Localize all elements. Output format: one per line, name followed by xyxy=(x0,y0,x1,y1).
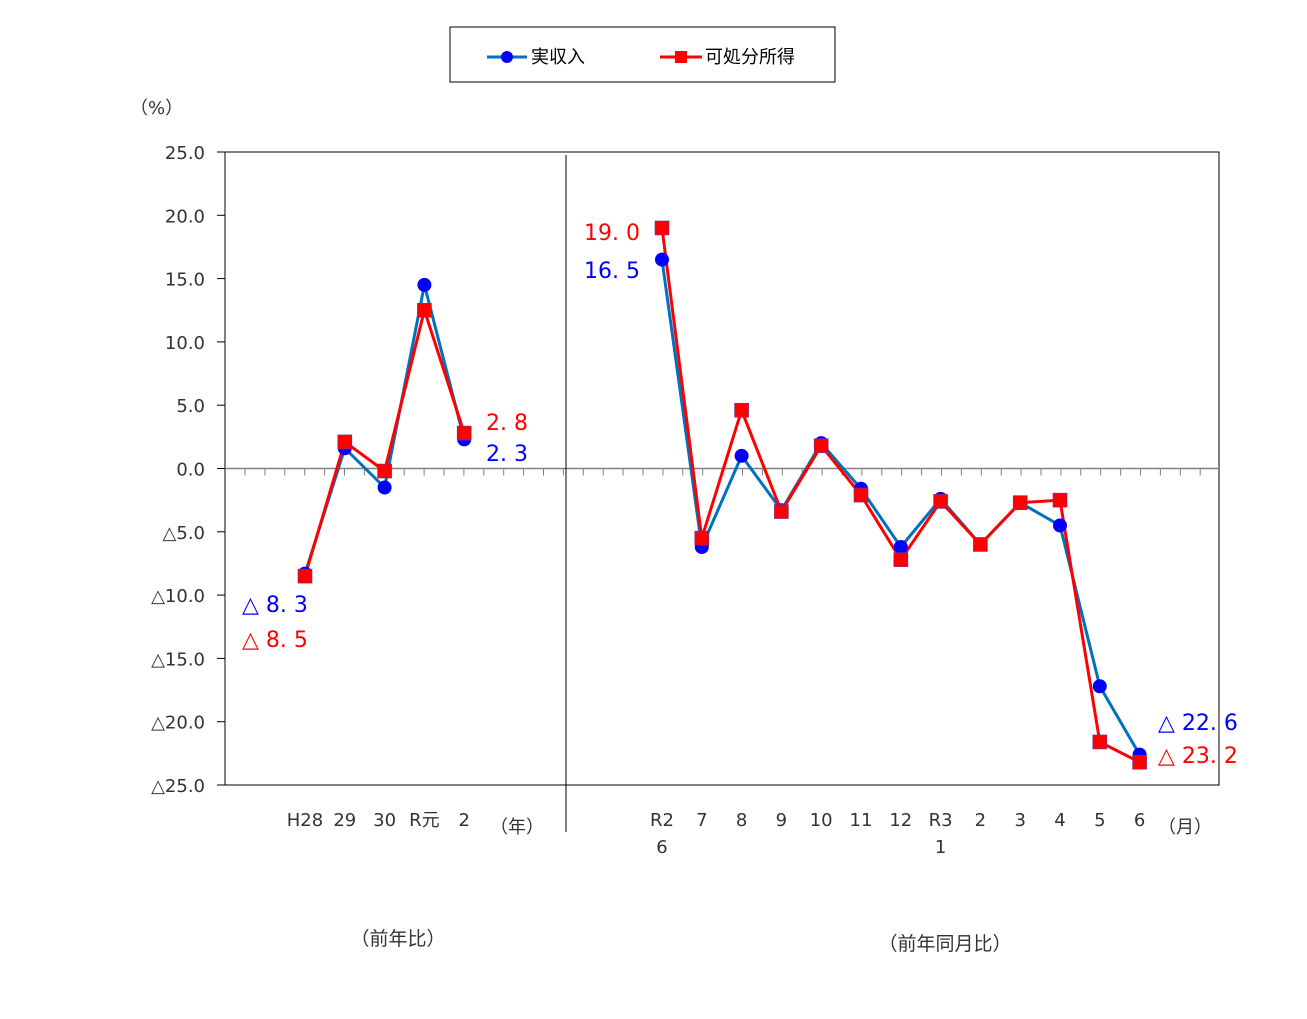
data-label: 16. 5 xyxy=(584,259,640,284)
data-point-income xyxy=(893,539,908,554)
x-tick-label: 2 xyxy=(458,810,469,831)
x-tick-label: 10 xyxy=(810,810,833,831)
x-axis-unit: （月） xyxy=(1158,817,1212,838)
y-tick-label: 5.0 xyxy=(176,396,205,417)
data-point-income xyxy=(1053,518,1067,533)
panel-caption: （前年比） xyxy=(350,928,445,950)
legend-label-disposable: 可処分所得 xyxy=(705,47,795,68)
x-tick-label: 4 xyxy=(1054,810,1065,831)
data-label: △ 23. 2 xyxy=(1158,744,1238,769)
x-tick-label: 8 xyxy=(736,810,747,831)
y-axis-unit: （%） xyxy=(130,98,183,119)
data-label: △ 22. 6 xyxy=(1158,711,1238,736)
y-tick-label: △15.0 xyxy=(151,649,205,670)
y-tick-label: 25.0 xyxy=(165,143,205,164)
data-point-disposable xyxy=(654,220,670,236)
data-point-disposable xyxy=(1052,492,1068,508)
x-tick-label: R2 xyxy=(650,810,674,831)
y-tick-label: 15.0 xyxy=(165,270,205,291)
x-tick-label: 3 xyxy=(1014,810,1025,831)
y-tick-label: 10.0 xyxy=(165,333,205,354)
data-point-disposable xyxy=(734,402,749,418)
data-point-disposable xyxy=(853,487,869,503)
data-point-disposable xyxy=(774,504,789,519)
data-label: △ 8. 5 xyxy=(242,628,308,653)
x-tick-label: 7 xyxy=(696,810,707,831)
data-point-income xyxy=(417,277,432,292)
y-tick-label: 0.0 xyxy=(176,460,205,481)
data-point-disposable xyxy=(694,530,710,546)
data-point-income xyxy=(377,480,392,495)
x-tick-label: R元 xyxy=(409,810,440,831)
data-point-disposable xyxy=(933,494,948,509)
x-tick-label: R3 xyxy=(929,810,953,831)
data-label: 2. 3 xyxy=(486,442,528,467)
data-point-disposable xyxy=(1132,754,1147,770)
y-tick-label: △5.0 xyxy=(163,523,205,544)
legend-marker-income xyxy=(501,51,513,63)
legend-marker-disposable xyxy=(675,51,687,63)
legend-label-income: 実収入 xyxy=(531,47,585,68)
y-tick-label: △25.0 xyxy=(151,776,205,797)
x-tick-label: 6 xyxy=(1134,810,1145,831)
data-point-disposable xyxy=(1012,495,1028,510)
series-line-income xyxy=(303,284,466,575)
data-point-disposable xyxy=(297,568,313,584)
x-tick-sublabel: 6 xyxy=(656,837,667,858)
x-tick-label: 30 xyxy=(373,810,396,831)
data-label: △ 8. 3 xyxy=(242,593,308,618)
data-point-disposable xyxy=(1092,734,1108,750)
data-point-disposable xyxy=(813,438,829,454)
x-tick-label: 2 xyxy=(975,810,986,831)
data-label: 2. 8 xyxy=(486,411,528,436)
x-tick-label: 11 xyxy=(850,810,873,831)
data-point-disposable xyxy=(417,302,432,318)
series-line-income xyxy=(660,259,1141,756)
data-point-disposable xyxy=(337,434,353,450)
x-tick-sublabel: 1 xyxy=(935,837,946,858)
legend-box xyxy=(449,26,836,83)
x-axis-unit: （年） xyxy=(490,817,544,838)
y-tick-label: △10.0 xyxy=(151,586,205,607)
x-tick-label: 9 xyxy=(776,810,787,831)
y-tick-label: 20.0 xyxy=(165,206,205,227)
data-point-income xyxy=(1092,679,1107,694)
data-point-disposable xyxy=(973,537,988,552)
data-point-disposable xyxy=(377,463,392,479)
data-point-disposable xyxy=(456,425,472,441)
data-point-income xyxy=(655,252,669,267)
x-tick-label: H28 xyxy=(287,810,323,831)
series-line-disposable xyxy=(660,227,1141,764)
y-tick-label: △20.0 xyxy=(151,713,205,734)
x-tick-label: 29 xyxy=(333,810,356,831)
data-label: 19. 0 xyxy=(584,221,640,246)
data-point-disposable xyxy=(893,552,909,567)
panel-caption: （前年同月比） xyxy=(878,933,1011,955)
x-tick-label: 12 xyxy=(889,810,912,831)
x-tick-label: 5 xyxy=(1094,810,1105,831)
data-point-income xyxy=(734,448,749,463)
